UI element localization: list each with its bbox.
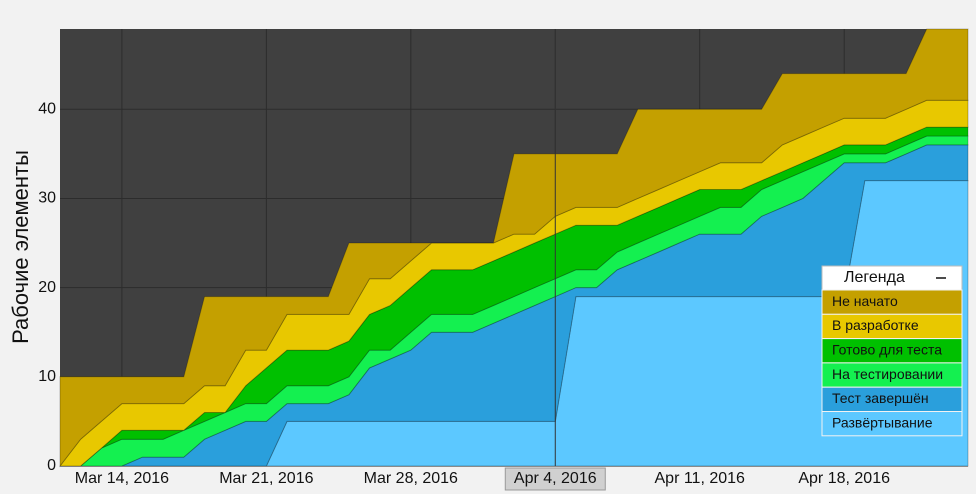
x-tick-label: Mar 14, 2016	[75, 470, 169, 487]
y-tick-label: 20	[38, 279, 56, 296]
x-tick-label: Apr 11, 2016	[655, 470, 746, 487]
y-tick-label: 30	[38, 190, 56, 207]
y-axis-label: Рабочие элементы	[8, 150, 33, 344]
legend-title: Легенда	[844, 269, 905, 286]
legend-swatch	[821, 362, 963, 388]
area	[60, 126, 969, 467]
legend-label: Развёртывание	[832, 414, 933, 430]
legend-swatch	[821, 386, 963, 413]
area	[58, 99, 969, 467]
legend-swatch	[821, 289, 963, 315]
x-tick-label: Apr 18, 2016	[798, 470, 890, 487]
legend-label: Не начато	[832, 293, 898, 309]
x-tick-highlight	[504, 467, 606, 491]
y-tick-label: 10	[38, 368, 56, 385]
y-tick-label: 0	[47, 457, 56, 474]
legend-swatch	[821, 338, 963, 364]
legend: Легенда Не начато В разработке Готово для т…	[821, 265, 963, 437]
legend-label: На тестировании	[832, 366, 943, 382]
x-tick-label: Mar 28, 2016	[364, 470, 458, 487]
legend-swatch	[821, 313, 963, 340]
y-tick-label: 40	[38, 100, 56, 117]
legend-swatch	[821, 411, 963, 437]
x-tick-label: Mar 21, 2016	[219, 470, 313, 487]
area	[60, 135, 969, 467]
legend-label: Готово для теста	[832, 341, 942, 357]
area	[60, 144, 969, 467]
x-tick-label: Apr 4, 2016	[514, 470, 597, 487]
legend-label: Тест завершён	[832, 390, 929, 406]
legend-label: В разработке	[832, 317, 919, 333]
area	[59, 28, 969, 468]
